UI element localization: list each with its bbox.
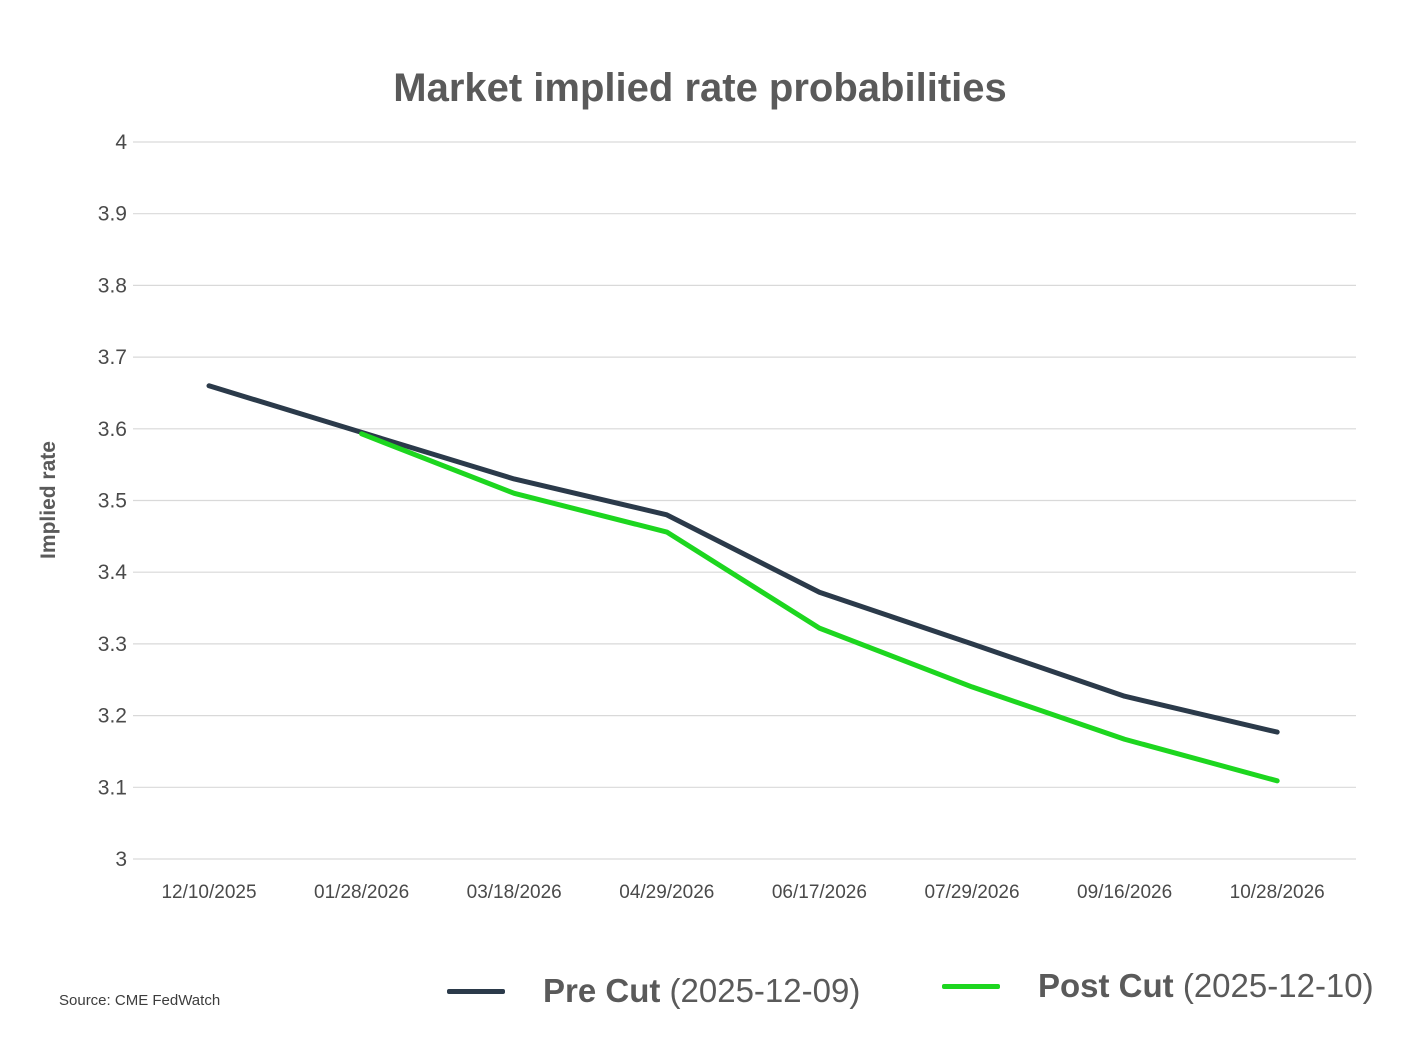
- x-tick-label: 01/28/2026: [314, 882, 409, 903]
- y-tick-label: 3.3: [98, 633, 127, 656]
- x-tick-label: 06/17/2026: [772, 882, 867, 903]
- y-tick-label: 3.4: [98, 561, 128, 584]
- y-tick-label: 3.9: [98, 203, 127, 226]
- x-tick-label: 07/29/2026: [924, 882, 1019, 903]
- x-axis-ticks: 12/10/2025 01/28/2026 03/18/2026 04/29/2026…: [161, 882, 1324, 903]
- legend-label-post-cut: Post Cut (2025-12-10): [1038, 967, 1374, 1005]
- y-tick-label: 4: [115, 131, 127, 154]
- series-line-pre-cut: [206, 383, 1280, 735]
- legend-swatch-pre-cut: [447, 988, 505, 994]
- legend-date-post-cut: (2025-12-10): [1182, 967, 1374, 1004]
- x-tick-label: 12/10/2025: [161, 882, 256, 903]
- x-tick-label: 09/16/2026: [1077, 882, 1172, 903]
- x-tick-label: 04/29/2026: [619, 882, 714, 903]
- gridlines: [133, 141, 1356, 860]
- series-line-post-cut: [359, 431, 1280, 784]
- y-tick-label: 3: [115, 848, 127, 871]
- x-tick-label: 03/18/2026: [467, 882, 562, 903]
- y-tick-label: 3.1: [98, 776, 127, 799]
- y-tick-label: 3.5: [98, 490, 127, 513]
- legend-name-pre-cut: Pre Cut: [543, 972, 661, 1009]
- legend-item-post-cut: Post Cut (2025-12-10): [942, 961, 1374, 1011]
- chart-title: Market implied rate probabilities: [393, 66, 1007, 110]
- y-axis-ticks: 3 3.1 3.2 3.3 3.4 3.5 3.6 3.7 3.8 3.9 4: [98, 131, 128, 871]
- legend-item-pre-cut: Pre Cut (2025-12-09): [447, 966, 860, 1016]
- x-tick-label: 10/28/2026: [1230, 882, 1325, 903]
- legend-swatch-post-cut: [942, 983, 1000, 989]
- legend-name-post-cut: Post Cut: [1038, 967, 1174, 1004]
- source-note: Source: CME FedWatch: [59, 992, 221, 1009]
- y-tick-label: 3.2: [98, 705, 127, 728]
- y-tick-label: 3.7: [98, 346, 127, 369]
- legend-date-pre-cut: (2025-12-09): [669, 972, 861, 1009]
- series-lines: [206, 383, 1280, 784]
- y-axis-label: Implied rate: [37, 441, 60, 559]
- y-tick-label: 3.8: [98, 274, 127, 297]
- legend-label-pre-cut: Pre Cut (2025-12-09): [543, 972, 860, 1010]
- y-tick-label: 3.6: [98, 418, 127, 441]
